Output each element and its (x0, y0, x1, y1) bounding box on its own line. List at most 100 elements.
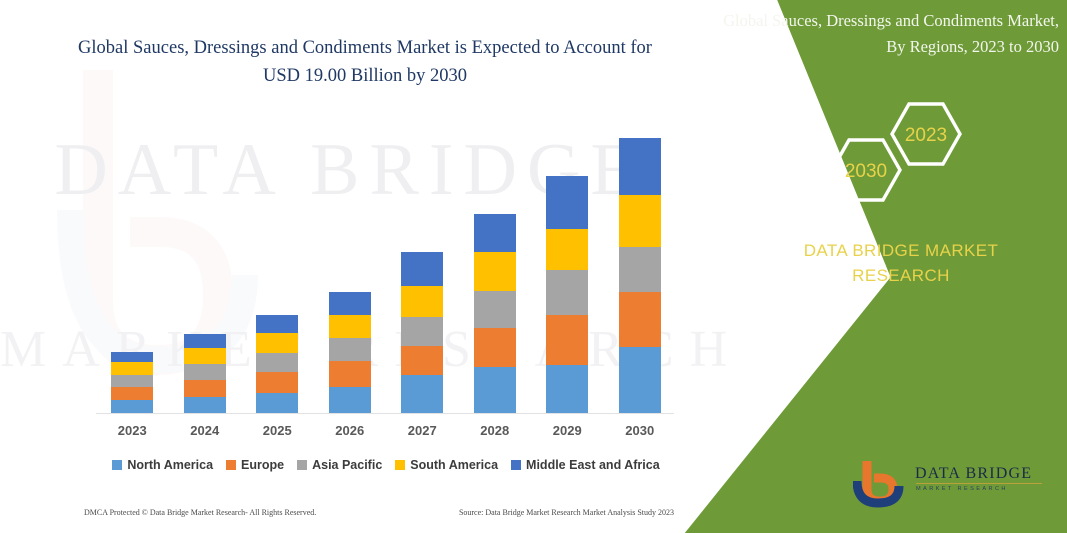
bar-segment (183, 397, 226, 413)
data-bridge-logo: DATA BRIDGE MARKET RESEARCH (852, 459, 1049, 511)
legend-item[interactable]: Europe (226, 458, 284, 472)
logo-mark-icon (852, 461, 904, 508)
bar-column (531, 120, 604, 413)
bar-column (241, 120, 314, 413)
legend-item[interactable]: Asia Pacific (297, 458, 382, 472)
stacked-bar (328, 292, 371, 413)
legend-label: Middle East and Africa (526, 458, 660, 472)
x-axis-label: 2029 (552, 423, 582, 438)
bar-segment (618, 347, 661, 413)
x-axis-label: 2024 (190, 423, 220, 438)
bar-segment (473, 214, 516, 253)
legend-swatch-icon (226, 460, 237, 470)
hexagon-badges: 2023 2030 (817, 92, 997, 212)
x-axis-label: 2030 (625, 423, 655, 438)
bar-segment (256, 393, 299, 413)
bar-segment (111, 362, 154, 375)
bar-segment (256, 333, 299, 353)
bar-column (96, 120, 169, 413)
legend-item[interactable]: North America (112, 458, 213, 472)
legend-item[interactable]: South America (395, 458, 498, 472)
bar-segment (328, 386, 371, 413)
footer-copyright: DMCA Protected © Data Bridge Market Rese… (84, 508, 317, 517)
bar-column (169, 120, 242, 413)
x-axis-label: 2023 (117, 423, 147, 438)
hexagon-2023-label: 2023 (905, 125, 947, 146)
stacked-bar (546, 176, 589, 413)
bar-segment (546, 315, 589, 366)
bar-segment (256, 315, 299, 334)
legend-label: Europe (241, 458, 285, 472)
chart-legend: North America Europe Asia Pacific South Ame… (96, 455, 676, 475)
bar-segment (618, 247, 661, 293)
bar-column (386, 120, 459, 413)
chart-title: Global Sauces, Dressings and Condiments … (78, 38, 652, 86)
bar-segment (473, 291, 516, 328)
bar-segment (546, 365, 589, 413)
bar-segment (111, 386, 154, 400)
bar-segment (111, 352, 154, 363)
bar-segment (183, 347, 226, 364)
bar-segment (183, 334, 226, 348)
stacked-bar-chart (96, 120, 676, 413)
legend-item[interactable]: Middle East and Africa (511, 458, 660, 472)
bar-segment (328, 292, 371, 316)
bar-segment (183, 379, 226, 398)
legend-label: South America (410, 458, 499, 472)
bar-segment (473, 327, 516, 367)
bar-segment (546, 229, 589, 271)
x-axis-labels: 2023 2024 2025 2026 2027 2028 2029 2030 (96, 423, 676, 445)
brand-name: DATA BRIDGE MARKET RESEARCH (771, 238, 1031, 288)
bar-segment (328, 360, 371, 387)
bar-segment (256, 352, 299, 372)
brand-name-line-1: DATA BRIDGE MARKET (803, 241, 999, 260)
bar-column (604, 120, 677, 413)
stacked-bar (401, 252, 444, 413)
bar-segment (401, 252, 444, 286)
bar-segment (546, 176, 589, 230)
bar-segment (401, 345, 444, 376)
logo-tagline: MARKET RESEARCH (916, 486, 1008, 492)
bar-segment (111, 374, 154, 387)
bar-segment (256, 371, 299, 394)
legend-swatch-icon (395, 460, 406, 470)
bar-segment (111, 399, 154, 413)
legend-swatch-icon (297, 460, 308, 470)
stacked-bar (256, 315, 299, 413)
bar-segment (618, 138, 661, 196)
x-axis-line (96, 413, 674, 414)
stacked-bar (183, 334, 226, 413)
bar-column (459, 120, 532, 413)
logo-divider (916, 483, 1042, 484)
logo-wordmark: DATA BRIDGE (915, 465, 1033, 482)
hexagon-2030-shape (830, 138, 902, 202)
x-axis-label: 2025 (262, 423, 292, 438)
x-axis-label: 2027 (407, 423, 437, 438)
panel-heading: Global Sauces, Dressings and Condiments … (723, 11, 1059, 56)
bar-segment (328, 315, 371, 338)
brand-name-line-2: RESEARCH (852, 266, 950, 285)
footer: DMCA Protected © Data Bridge Market Rese… (84, 508, 674, 517)
bar-segment (618, 195, 661, 248)
footer-source: Source: Data Bridge Market Research Mark… (458, 508, 674, 517)
legend-label: Asia Pacific (312, 458, 383, 472)
hexagon-2030-label: 2030 (845, 161, 887, 182)
bar-segment (401, 285, 444, 317)
bar-segment (183, 363, 226, 380)
legend-swatch-icon (511, 460, 522, 470)
bar-segment (473, 252, 516, 292)
x-axis-label: 2026 (335, 423, 365, 438)
legend-swatch-icon (112, 460, 123, 470)
bar-segment (401, 375, 444, 413)
bar-segment (401, 316, 444, 346)
legend-label: North America (127, 458, 214, 472)
bar-segment (618, 292, 661, 348)
stacked-bar (473, 214, 516, 413)
stacked-bar (618, 138, 661, 413)
bar-column (314, 120, 387, 413)
x-axis-label: 2028 (480, 423, 510, 438)
bar-segment (473, 366, 516, 413)
bar-segment (546, 270, 589, 316)
bar-segment (328, 337, 371, 361)
